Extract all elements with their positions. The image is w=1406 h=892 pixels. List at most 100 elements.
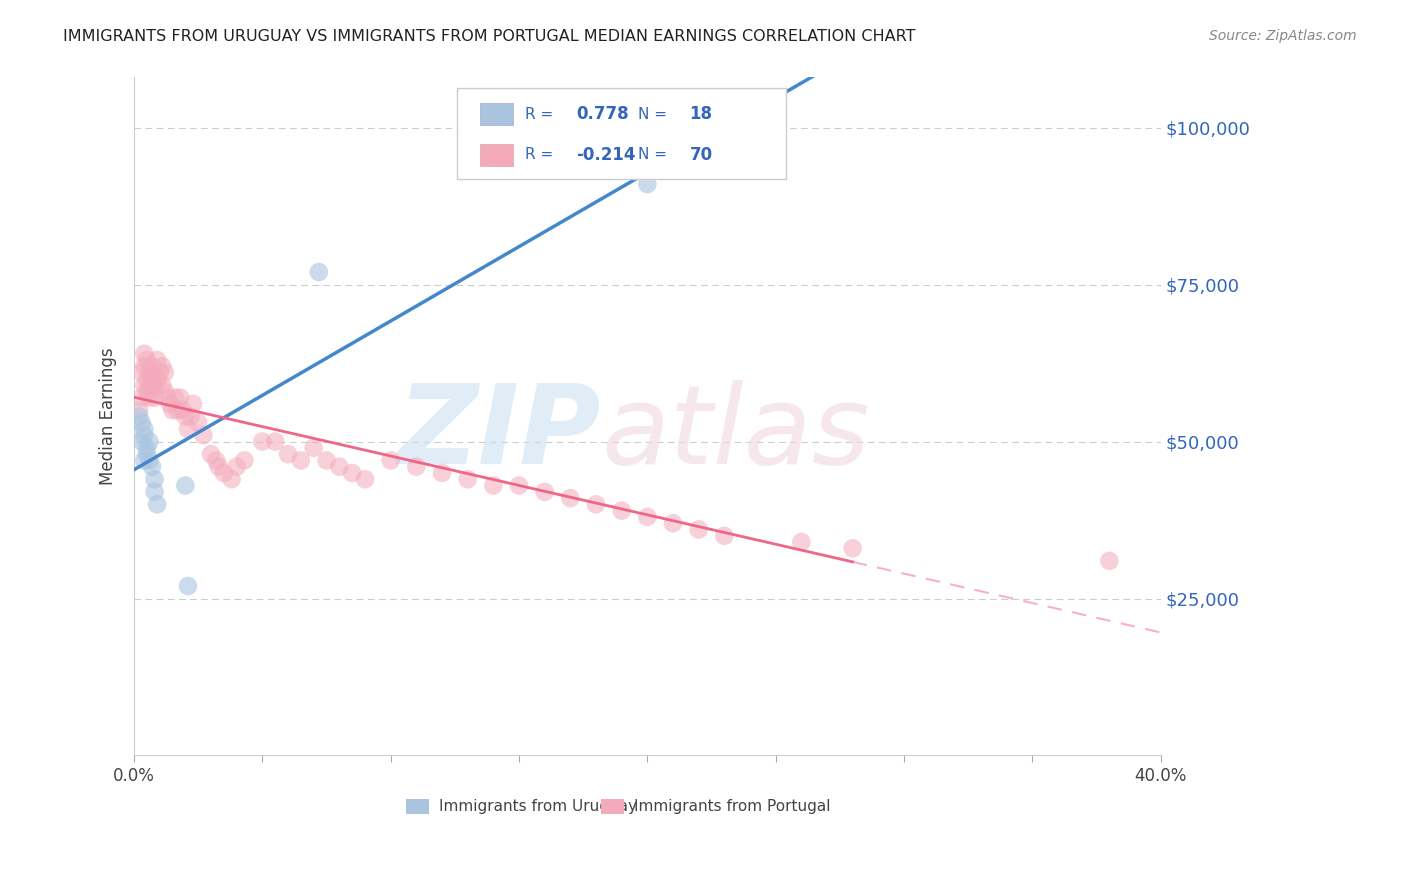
Bar xyxy=(602,799,624,814)
Text: Source: ZipAtlas.com: Source: ZipAtlas.com xyxy=(1209,29,1357,43)
Point xyxy=(790,535,813,549)
Bar xyxy=(406,799,429,814)
Point xyxy=(636,177,658,191)
Point xyxy=(585,497,607,511)
Point xyxy=(264,434,287,449)
Point xyxy=(308,265,330,279)
Point xyxy=(560,491,582,505)
Point xyxy=(134,347,156,361)
Text: ZIP: ZIP xyxy=(398,380,602,487)
Point xyxy=(128,409,150,424)
Point xyxy=(149,366,172,380)
Point xyxy=(208,459,231,474)
Point xyxy=(169,391,191,405)
Text: R =: R = xyxy=(526,106,558,121)
Text: R =: R = xyxy=(526,147,558,162)
Point xyxy=(1098,554,1121,568)
Point xyxy=(233,453,256,467)
Point xyxy=(138,391,160,405)
Point xyxy=(135,384,157,399)
Point xyxy=(380,453,402,467)
Y-axis label: Median Earnings: Median Earnings xyxy=(100,348,117,485)
Point xyxy=(508,478,530,492)
Point xyxy=(533,484,555,499)
Point xyxy=(713,529,735,543)
Point xyxy=(328,459,350,474)
Point xyxy=(457,472,479,486)
Text: N =: N = xyxy=(638,106,672,121)
Point xyxy=(135,372,157,386)
Text: Immigrants from Portugal: Immigrants from Portugal xyxy=(634,799,831,814)
Point xyxy=(141,384,163,399)
Point xyxy=(340,466,363,480)
Text: atlas: atlas xyxy=(602,380,870,487)
Point xyxy=(193,428,215,442)
Point xyxy=(174,409,197,424)
Point xyxy=(150,359,173,374)
Point xyxy=(187,416,209,430)
Bar xyxy=(479,144,513,166)
Point xyxy=(153,366,176,380)
Point xyxy=(141,459,163,474)
Point xyxy=(610,503,633,517)
Point xyxy=(138,434,160,449)
Point xyxy=(131,366,153,380)
Point xyxy=(143,391,166,405)
Point xyxy=(141,372,163,386)
Point xyxy=(138,366,160,380)
Point xyxy=(405,459,427,474)
Point xyxy=(252,434,274,449)
Point xyxy=(146,372,169,386)
Point xyxy=(143,472,166,486)
Text: IMMIGRANTS FROM URUGUAY VS IMMIGRANTS FROM PORTUGAL MEDIAN EARNINGS CORRELATION : IMMIGRANTS FROM URUGUAY VS IMMIGRANTS FR… xyxy=(63,29,915,44)
Point xyxy=(277,447,299,461)
Point xyxy=(179,409,201,424)
Point xyxy=(688,523,710,537)
Point xyxy=(200,447,222,461)
Text: Immigrants from Uruguay: Immigrants from Uruguay xyxy=(439,799,637,814)
Point xyxy=(131,416,153,430)
Point xyxy=(153,384,176,399)
Point xyxy=(143,378,166,392)
Point xyxy=(146,353,169,368)
Point xyxy=(315,453,337,467)
Point xyxy=(841,541,863,556)
Point xyxy=(162,403,184,417)
Text: 18: 18 xyxy=(689,105,713,123)
Point xyxy=(138,453,160,467)
Point xyxy=(165,391,187,405)
Point xyxy=(150,378,173,392)
Point xyxy=(482,478,505,492)
Point xyxy=(128,403,150,417)
Point xyxy=(135,353,157,368)
Point xyxy=(141,359,163,374)
Point xyxy=(146,497,169,511)
Point xyxy=(135,441,157,455)
Point xyxy=(177,422,200,436)
Point xyxy=(131,391,153,405)
Text: -0.214: -0.214 xyxy=(576,145,636,164)
Point xyxy=(156,391,179,405)
Point xyxy=(134,428,156,442)
Text: 70: 70 xyxy=(689,145,713,164)
Point xyxy=(143,484,166,499)
Point xyxy=(302,441,325,455)
Point xyxy=(131,434,153,449)
Point xyxy=(181,397,204,411)
Bar xyxy=(479,103,513,125)
Point xyxy=(159,397,181,411)
Point xyxy=(662,516,685,531)
Text: 0.778: 0.778 xyxy=(576,105,628,123)
Point xyxy=(290,453,312,467)
Point xyxy=(134,378,156,392)
Text: N =: N = xyxy=(638,147,672,162)
FancyBboxPatch shape xyxy=(457,87,786,179)
Point xyxy=(134,359,156,374)
Point xyxy=(177,579,200,593)
Point xyxy=(205,453,228,467)
Point xyxy=(172,403,194,417)
Point xyxy=(166,403,188,417)
Point xyxy=(138,378,160,392)
Point xyxy=(354,472,377,486)
Point xyxy=(135,447,157,461)
